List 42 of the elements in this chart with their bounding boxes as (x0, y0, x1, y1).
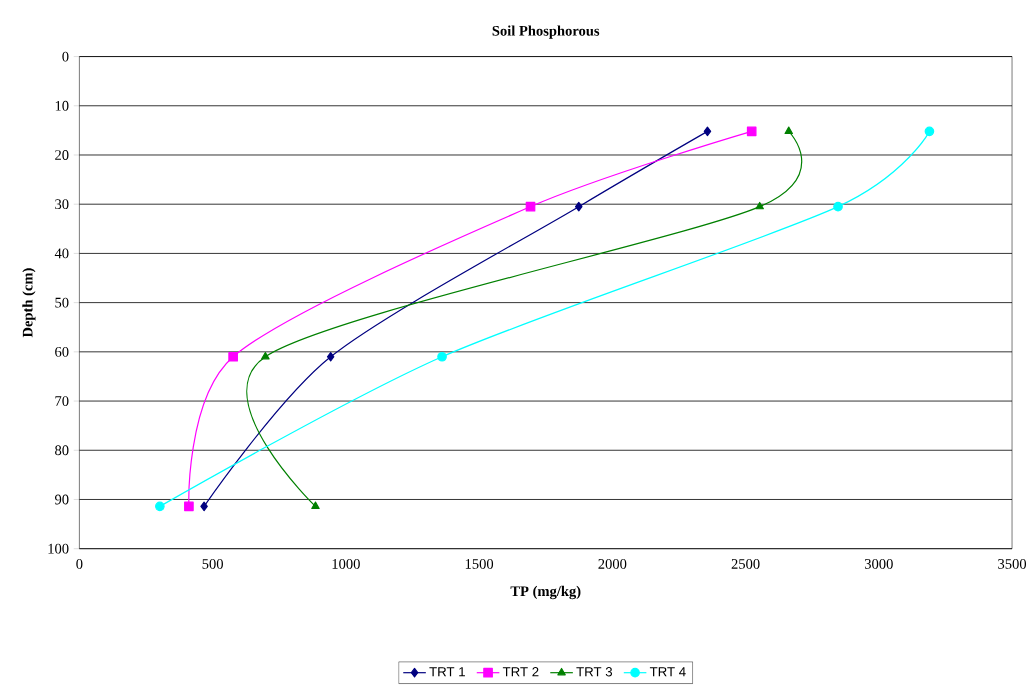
chart-title: Soil Phosphorous (492, 25, 600, 39)
x-axis-title: TP (mg/kg) (510, 586, 581, 600)
point (261, 352, 270, 360)
point (924, 126, 935, 137)
x-tick-label: 2000 (598, 559, 627, 570)
y-tick-label: 70 (55, 396, 69, 407)
y-axis-title: Depth (cm) (22, 268, 36, 338)
x-tick-label: 0 (76, 559, 83, 570)
y-tick-label: 100 (48, 543, 69, 554)
point (703, 126, 712, 137)
point (311, 501, 320, 510)
point (784, 126, 793, 135)
legend-label: TRT 4 (649, 667, 686, 677)
legend-label: TRT 1 (429, 667, 465, 677)
point (525, 202, 536, 212)
point (228, 352, 238, 362)
point (746, 126, 757, 137)
y-tick-label: 50 (55, 297, 69, 308)
y-tick-label: 20 (55, 150, 69, 161)
point (833, 202, 843, 212)
y-tick-label: 90 (54, 494, 69, 505)
x-tick-label: 3500 (998, 559, 1027, 570)
point (755, 202, 764, 210)
point (574, 202, 583, 212)
x-tick-label: 3000 (864, 559, 893, 570)
y-tick-label: 30 (55, 199, 69, 210)
legend-label: TRT 3 (576, 667, 613, 677)
point (184, 501, 194, 512)
x-tick-label: 1000 (332, 559, 360, 570)
x-tick-label: 1500 (465, 559, 494, 570)
y-tick-label: 10 (55, 101, 69, 111)
y-tick-label: 60 (55, 347, 69, 357)
x-tick-label: 500 (202, 559, 223, 570)
y-tick-label: 80 (55, 445, 69, 456)
point (326, 352, 335, 362)
y-tick-label: 40 (54, 248, 69, 259)
legend-label: TRT 2 (502, 667, 539, 677)
y-tick-label: 0 (62, 51, 69, 62)
point (437, 352, 447, 362)
x-tick-label: 2500 (731, 559, 760, 570)
point (155, 501, 165, 512)
point (200, 501, 208, 512)
